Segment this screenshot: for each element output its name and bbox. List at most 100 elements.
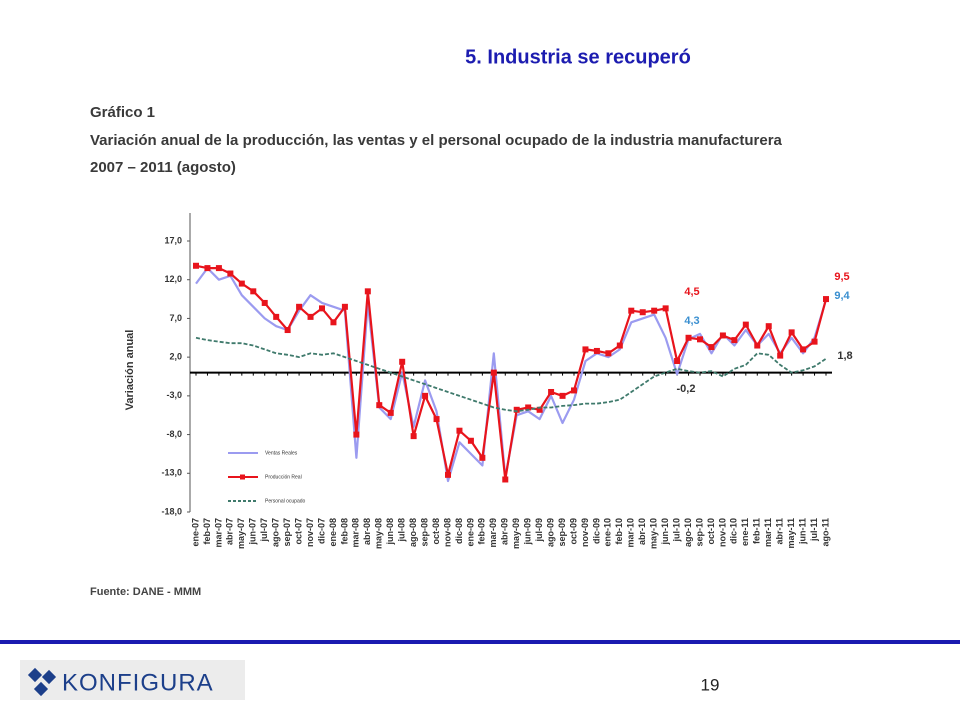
annotation: 9,5 <box>834 271 849 283</box>
chart-title: Variación anual de la producción, las ve… <box>90 132 783 149</box>
x-tick-label: jun-07 <box>248 518 258 546</box>
legend-label: Producción Real <box>265 474 302 480</box>
x-tick-label: sep-08 <box>419 518 429 547</box>
x-tick-label: mar-08 <box>351 518 361 548</box>
series-marker <box>376 402 383 409</box>
series-marker <box>593 347 600 354</box>
x-tick-label: mar-09 <box>488 518 498 548</box>
x-tick-label: ene-10 <box>603 518 613 547</box>
x-tick-label: jun-10 <box>660 518 670 546</box>
series-marker <box>193 262 199 269</box>
legend-label: Ventas Reales <box>265 450 298 456</box>
series-marker <box>788 329 795 336</box>
logo-text: KONFIGURA <box>62 669 214 696</box>
x-tick-label: dic-09 <box>591 518 601 544</box>
series-marker <box>284 327 291 334</box>
x-tick-label: may-08 <box>374 518 384 549</box>
y-tick-label: -8,0 <box>166 429 182 439</box>
x-tick-label: ene-08 <box>328 518 338 547</box>
series-marker <box>490 369 497 376</box>
series-marker <box>399 358 406 365</box>
series-marker <box>467 437 474 444</box>
legend-label: Personal ocupado <box>265 498 306 504</box>
series-marker <box>445 471 451 478</box>
series-marker <box>719 332 726 339</box>
x-tick-label: sep-09 <box>557 518 567 547</box>
x-tick-label: feb-07 <box>202 518 212 545</box>
series-marker <box>811 338 818 345</box>
x-tick-label: sep-07 <box>282 518 292 547</box>
x-tick-label: jul-11 <box>809 518 819 542</box>
annotation: 1,8 <box>837 350 852 362</box>
series-marker <box>341 303 348 310</box>
x-tick-label: may-11 <box>786 518 796 549</box>
series-marker <box>639 309 646 316</box>
series-marker <box>731 337 738 344</box>
x-tick-label: ago-07 <box>271 518 281 547</box>
series-marker <box>227 270 234 277</box>
x-tick-label: ago-11 <box>820 518 830 547</box>
logo-box <box>20 660 245 700</box>
series-marker <box>800 346 807 353</box>
series-marker <box>502 476 509 483</box>
series-marker <box>250 288 257 295</box>
y-tick-label: -3,0 <box>166 390 182 400</box>
x-tick-label: nov-09 <box>580 518 590 547</box>
series-marker <box>742 321 749 328</box>
series-marker <box>754 342 761 349</box>
series-marker <box>651 307 658 314</box>
x-tick-label: jun-08 <box>385 518 395 546</box>
series-marker <box>697 336 703 343</box>
footer-rule <box>0 640 960 644</box>
series-marker <box>616 342 623 349</box>
x-tick-label: oct-10 <box>706 518 716 545</box>
slide-title: 5. Industria se recuperó <box>465 46 691 68</box>
annotation: 9,4 <box>834 290 850 302</box>
y-tick-label: -18,0 <box>161 506 182 516</box>
series-line <box>195 336 827 413</box>
x-tick-label: jul-08 <box>397 518 407 543</box>
series-marker <box>307 313 314 320</box>
series-marker <box>708 344 715 351</box>
x-tick-label: oct-08 <box>431 518 441 545</box>
x-tick-label: abr-11 <box>775 518 785 545</box>
series-marker <box>571 387 577 394</box>
series-marker <box>662 305 669 312</box>
series-marker <box>765 323 772 330</box>
series-marker <box>204 265 211 272</box>
x-tick-label: sep-10 <box>694 518 704 547</box>
series-marker <box>330 319 337 326</box>
y-axis-label: Variación anual <box>124 330 136 411</box>
x-tick-label: oct-09 <box>568 518 578 545</box>
series-marker <box>456 427 463 434</box>
x-tick-label: dic-07 <box>316 518 326 544</box>
y-tick-label: 2,0 <box>169 352 182 362</box>
x-tick-label: may-10 <box>649 518 659 549</box>
series-marker <box>261 299 268 306</box>
series-marker <box>364 288 371 295</box>
x-tick-label: abr-09 <box>500 518 510 545</box>
series-marker <box>215 265 222 272</box>
series-marker <box>296 303 303 310</box>
series-marker <box>319 305 325 312</box>
x-tick-label: abr-10 <box>637 518 647 545</box>
x-tick-label: jul-09 <box>534 518 544 543</box>
series-marker <box>387 409 394 416</box>
source: Fuente: DANE - MMM <box>90 586 201 598</box>
x-tick-label: nov-10 <box>717 518 727 547</box>
series-marker <box>674 358 681 365</box>
x-tick-label: jul-07 <box>259 518 269 543</box>
page-number: 19 <box>701 675 720 694</box>
x-tick-label: ene-07 <box>190 518 200 547</box>
y-tick-label: 12,0 <box>164 274 182 284</box>
series-marker <box>422 392 429 399</box>
series-marker <box>513 406 520 413</box>
series-marker <box>238 280 245 287</box>
series-marker <box>548 388 555 395</box>
y-tick-label: 17,0 <box>164 235 182 245</box>
x-tick-label: ago-09 <box>545 518 555 547</box>
series-marker <box>433 416 440 423</box>
series-marker <box>582 346 589 353</box>
y-tick-label: -13,0 <box>161 468 182 478</box>
legend-marker <box>240 474 245 480</box>
